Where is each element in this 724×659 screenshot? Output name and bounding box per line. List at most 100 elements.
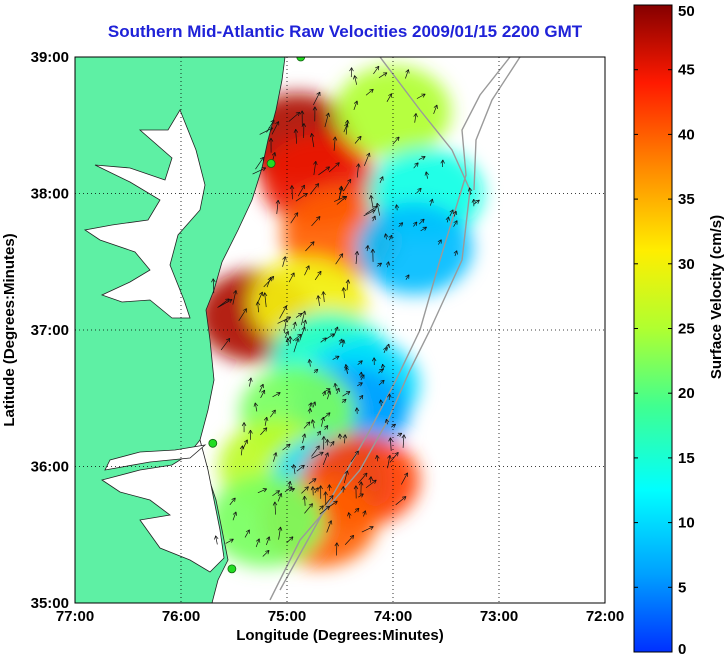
- vector-arrowhead: [326, 388, 331, 393]
- vector-arrowhead: [385, 261, 391, 266]
- vector-arrowhead: [358, 371, 364, 376]
- current-vector: [260, 389, 265, 399]
- vector-arrowhead: [354, 251, 360, 256]
- current-vector: [453, 220, 458, 227]
- current-vector: [355, 251, 358, 265]
- current-vector: [386, 343, 390, 351]
- vector-arrowhead: [417, 187, 422, 193]
- vector-arrowhead: [283, 305, 287, 310]
- vector-arrowhead: [288, 336, 293, 341]
- vector-arrowhead: [339, 253, 344, 258]
- current-vector: [324, 425, 329, 430]
- current-vector: [363, 510, 366, 517]
- current-vector: [354, 75, 358, 85]
- current-vector: [370, 195, 374, 209]
- vector-arrowhead: [379, 176, 384, 181]
- current-vector: [314, 270, 322, 281]
- current-vector: [376, 202, 380, 216]
- vector-arrowhead: [353, 100, 359, 105]
- vector-arrowhead: [449, 209, 454, 214]
- grid-lines: [75, 57, 605, 603]
- current-vector: [274, 501, 277, 515]
- vector-arrowhead: [325, 112, 330, 117]
- current-vector: [284, 331, 289, 338]
- vector-arrowhead: [295, 338, 300, 343]
- vector-arrowhead: [345, 279, 351, 284]
- current-vector: [255, 156, 264, 170]
- current-vector: [293, 321, 296, 330]
- vector-arrowhead: [316, 430, 321, 436]
- vector-arrowhead: [371, 215, 376, 220]
- current-vector: [288, 488, 295, 492]
- pamlico-sound: [101, 439, 225, 573]
- current-vector: [286, 536, 294, 544]
- colorbar-label: Surface Velocity (cm/s): [708, 215, 724, 379]
- vector-arrowhead: [311, 401, 316, 406]
- current-vector: [311, 445, 320, 457]
- current-vector: [313, 91, 321, 106]
- vector-arrowhead: [316, 91, 321, 97]
- vector-arrowhead: [326, 390, 332, 395]
- vector-arrowhead: [391, 423, 396, 428]
- colorbar-tick-label: 45: [678, 62, 695, 79]
- vector-arrowhead: [316, 216, 321, 221]
- colorbar-tick-label: 25: [678, 321, 695, 338]
- current-vector: [343, 470, 348, 484]
- vector-arrowhead: [375, 65, 380, 71]
- current-vector: [312, 419, 315, 429]
- current-vector: [453, 210, 457, 217]
- current-vector: [343, 287, 345, 299]
- current-vector: [293, 464, 296, 475]
- current-vector: [345, 364, 348, 374]
- current-vector: [385, 418, 388, 425]
- current-vector: [454, 250, 458, 257]
- vector-arrowhead: [414, 162, 419, 167]
- current-vector: [254, 402, 258, 412]
- current-vector: [418, 218, 425, 225]
- vector-arrowhead: [404, 472, 408, 477]
- vector-arrowhead: [354, 450, 359, 455]
- x-tick-label: 73:00: [480, 608, 518, 625]
- vector-arrowhead: [385, 343, 390, 349]
- vector-arrowhead: [302, 495, 307, 500]
- vector-arrowhead: [306, 421, 311, 426]
- vector-arrowhead: [397, 432, 403, 437]
- current-vector: [312, 401, 316, 408]
- current-vector: [242, 439, 248, 449]
- current-vector: [361, 526, 374, 533]
- vector-arrowhead: [382, 72, 388, 77]
- current-vector: [295, 313, 303, 318]
- vector-arrowhead: [265, 550, 270, 555]
- vector-arrowhead: [267, 276, 272, 282]
- vector-arrowhead: [384, 418, 390, 424]
- current-vector: [252, 167, 266, 175]
- vector-arrowhead: [317, 270, 322, 276]
- current-vector: [388, 235, 393, 241]
- vector-arrowhead: [429, 198, 434, 203]
- current-vector: [305, 241, 315, 252]
- vector-arrowhead: [302, 319, 307, 324]
- vector-arrowhead: [289, 536, 294, 541]
- current-vector: [279, 305, 287, 319]
- vector-arrowhead: [277, 526, 283, 531]
- vector-arrowhead: [301, 310, 307, 315]
- current-vector: [283, 318, 287, 334]
- y-tick-label: 37:00: [31, 322, 69, 339]
- vector-arrowhead: [319, 505, 324, 510]
- vector-arrowhead: [301, 326, 306, 331]
- colorbar-tick-label: 20: [678, 385, 695, 402]
- current-vector: [229, 497, 236, 506]
- current-vector: [353, 100, 358, 110]
- vector-arrowhead: [304, 486, 309, 491]
- vector-arrowhead: [349, 67, 354, 72]
- chesapeake-bay: [83, 109, 206, 319]
- vector-arrowhead: [345, 391, 351, 396]
- vector-arrowhead: [268, 137, 274, 142]
- vector-arrowhead: [293, 129, 299, 134]
- vector-arrowhead: [239, 445, 245, 450]
- current-vector: [365, 479, 377, 489]
- current-vector: [215, 535, 218, 545]
- vector-arrowhead: [275, 121, 280, 126]
- current-vector: [303, 319, 306, 328]
- vector-arrowhead: [241, 422, 247, 427]
